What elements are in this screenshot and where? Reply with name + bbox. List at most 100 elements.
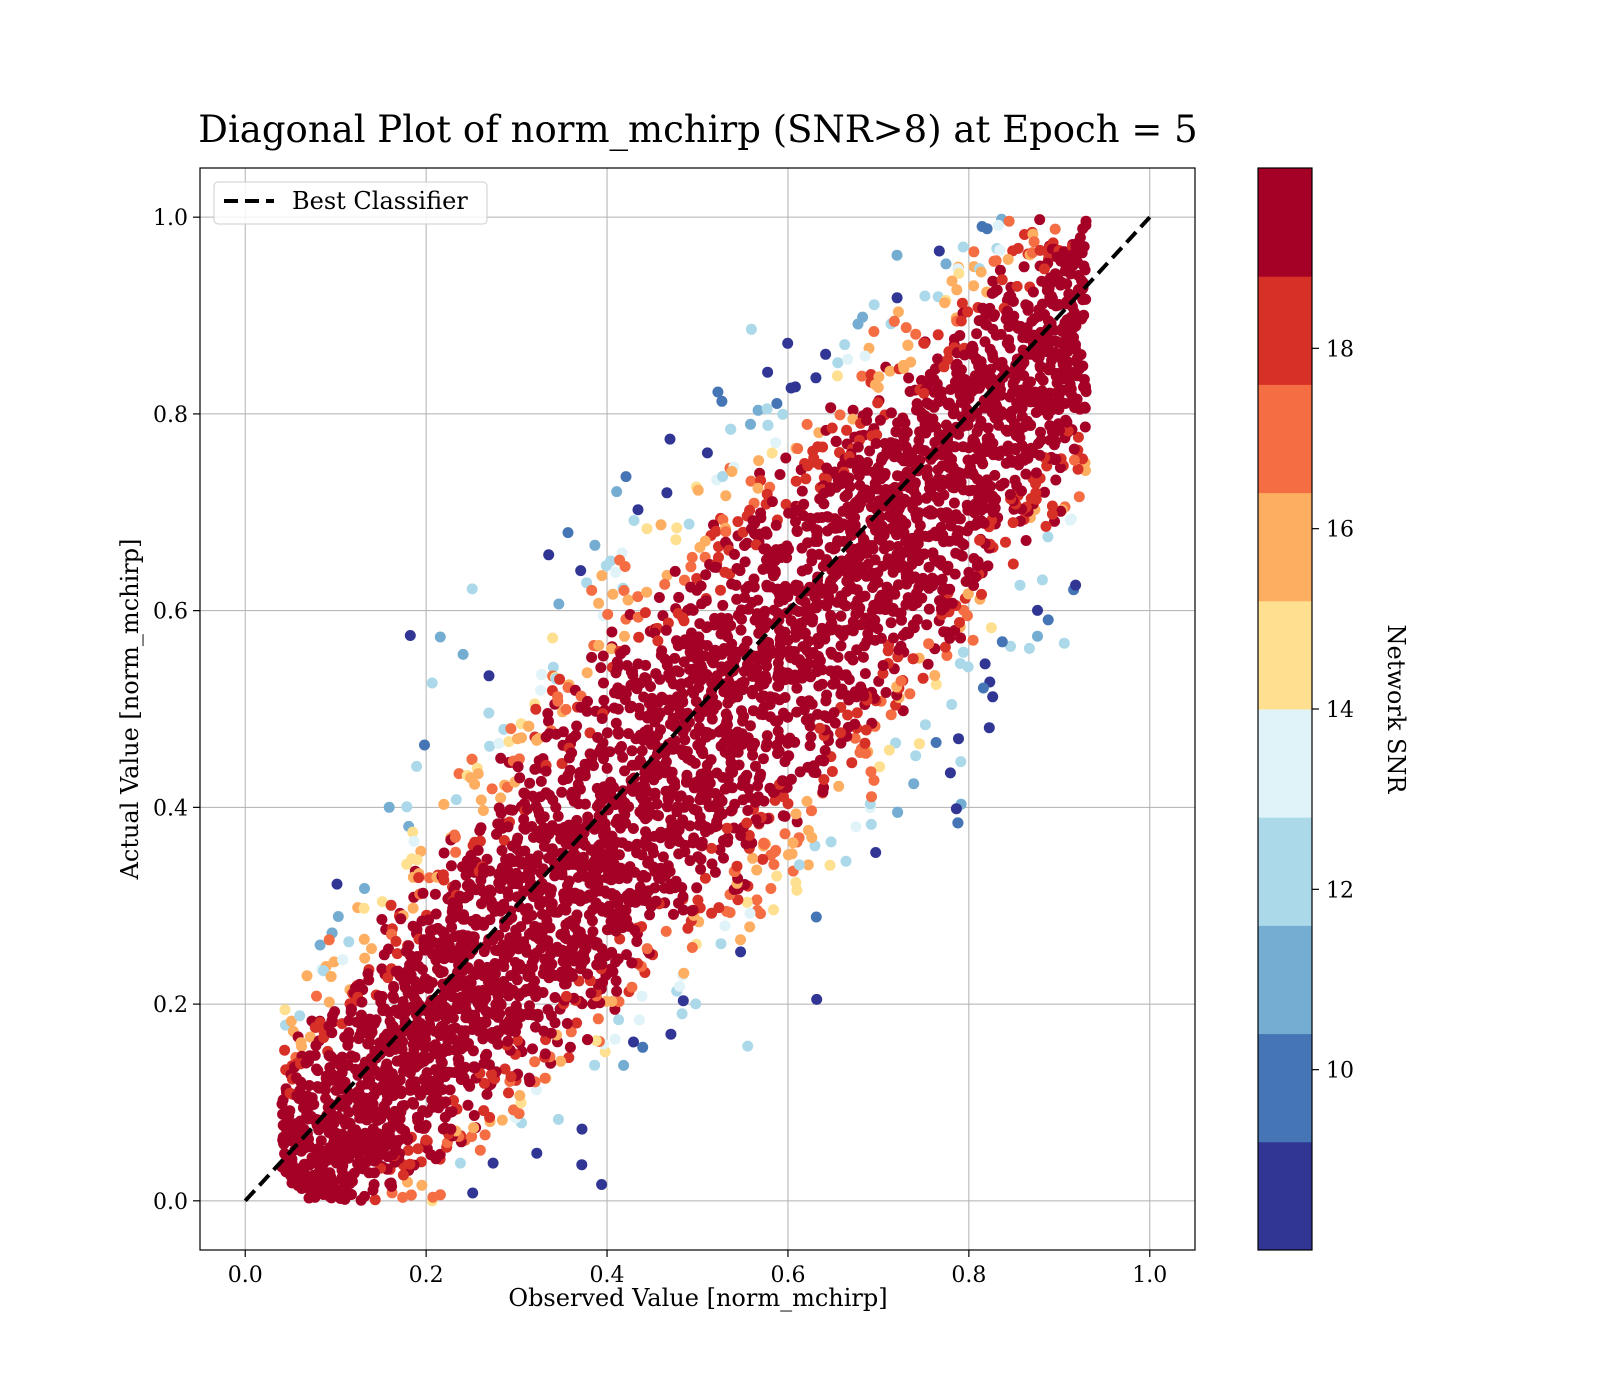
scatter-point — [462, 890, 474, 902]
scatter-point — [789, 381, 801, 393]
scatter-point — [877, 668, 889, 679]
scatter-point — [694, 541, 706, 553]
scatter-point — [575, 565, 587, 577]
scatter-point — [505, 723, 517, 735]
scatter-point — [529, 1056, 541, 1068]
scatter-point — [861, 547, 873, 559]
scatter-point — [796, 485, 808, 497]
scatter-point — [571, 1017, 583, 1029]
scatter-point — [750, 760, 761, 772]
scatter-point — [472, 768, 484, 780]
scatter-point — [729, 548, 740, 560]
scatter-point — [632, 504, 644, 516]
scatter-point — [968, 280, 980, 292]
scatter-point — [761, 660, 773, 672]
scatter-point — [689, 728, 701, 740]
scatter-point — [719, 920, 731, 932]
scatter-point — [884, 365, 896, 377]
scatter-point — [741, 537, 753, 549]
scatter-point — [538, 896, 550, 908]
scatter-point — [841, 489, 853, 501]
scatter-point — [1034, 371, 1046, 383]
scatter-point — [1009, 474, 1021, 486]
scatter-point — [755, 512, 767, 524]
scatter-point — [758, 837, 770, 849]
scatter-point — [1000, 536, 1011, 548]
scatter-point — [376, 896, 388, 908]
scatter-point — [953, 268, 965, 279]
scatter-point — [323, 934, 335, 946]
scatter-point — [337, 954, 349, 966]
scatter-point — [438, 798, 450, 810]
scatter-point — [619, 644, 631, 656]
scatter-point — [478, 1105, 490, 1117]
scatter-point — [768, 859, 780, 870]
x-tick-label-5: 1.0 — [1132, 1263, 1167, 1288]
scatter-point — [633, 631, 645, 643]
scatter-point — [918, 337, 930, 349]
scatter-point — [1027, 286, 1039, 298]
scatter-point — [939, 641, 951, 653]
scatter-point — [576, 1123, 588, 1135]
scatter-point — [821, 689, 833, 701]
scatter-point — [586, 651, 598, 663]
scatter-point — [279, 1044, 291, 1056]
scatter-point — [946, 699, 958, 710]
scatter-point — [1062, 425, 1074, 437]
scatter-point — [430, 954, 442, 966]
scatter-point — [903, 372, 915, 384]
scatter-point — [1039, 486, 1050, 498]
scatter-point — [748, 581, 760, 593]
scatter-point — [960, 576, 972, 587]
scatter-point — [774, 469, 786, 480]
scatter-point — [1068, 454, 1080, 466]
y-tick-label-0: 0.0 — [153, 1190, 188, 1215]
scatter-point — [850, 821, 862, 833]
scatter-point — [384, 1178, 396, 1190]
scatter-point — [301, 970, 313, 982]
scatter-point — [610, 717, 622, 729]
scatter-point — [310, 1040, 322, 1052]
scatter-point — [948, 497, 960, 509]
scatter-point — [593, 840, 605, 852]
scatter-point — [395, 913, 407, 925]
scatter-point — [407, 902, 419, 914]
scatter-point — [898, 363, 910, 374]
scatter-point — [332, 911, 344, 922]
scatter-point — [510, 929, 522, 941]
scatter-point — [538, 811, 550, 823]
scatter-point — [479, 1129, 491, 1141]
scatter-point — [968, 553, 980, 564]
scatter-point — [747, 684, 758, 696]
scatter-point — [759, 622, 771, 634]
scatter-point — [496, 845, 508, 856]
scatter-point — [710, 525, 722, 537]
scatter-point — [588, 760, 599, 772]
scatter-point — [741, 817, 753, 829]
scatter-point — [816, 622, 828, 634]
scatter-point — [683, 518, 695, 530]
scatter-point — [462, 981, 474, 993]
x-tick-label-4: 0.8 — [951, 1263, 986, 1288]
scatter-point — [502, 821, 514, 833]
scatter-point — [437, 966, 449, 978]
scatter-point — [983, 722, 995, 734]
scatter-point — [1072, 431, 1084, 443]
scatter-point — [484, 865, 496, 877]
scatter-point — [692, 894, 704, 906]
scatter-point — [995, 479, 1007, 491]
scatter-point — [1003, 215, 1015, 227]
scatter-point — [957, 646, 969, 658]
scatter-point — [611, 985, 623, 997]
scatter-point — [657, 851, 669, 863]
scatter-point — [877, 660, 889, 671]
colorbar-band-1 — [1258, 1033, 1312, 1143]
colorbar-tick-label-4: 18 — [1326, 337, 1354, 362]
scatter-point — [496, 1114, 508, 1126]
scatter-point — [639, 607, 651, 619]
scatter-point — [359, 1190, 370, 1202]
scatter-point — [429, 888, 441, 900]
scatter-point — [581, 705, 593, 717]
scatter-point — [750, 814, 762, 826]
scatter-point — [467, 1187, 479, 1199]
